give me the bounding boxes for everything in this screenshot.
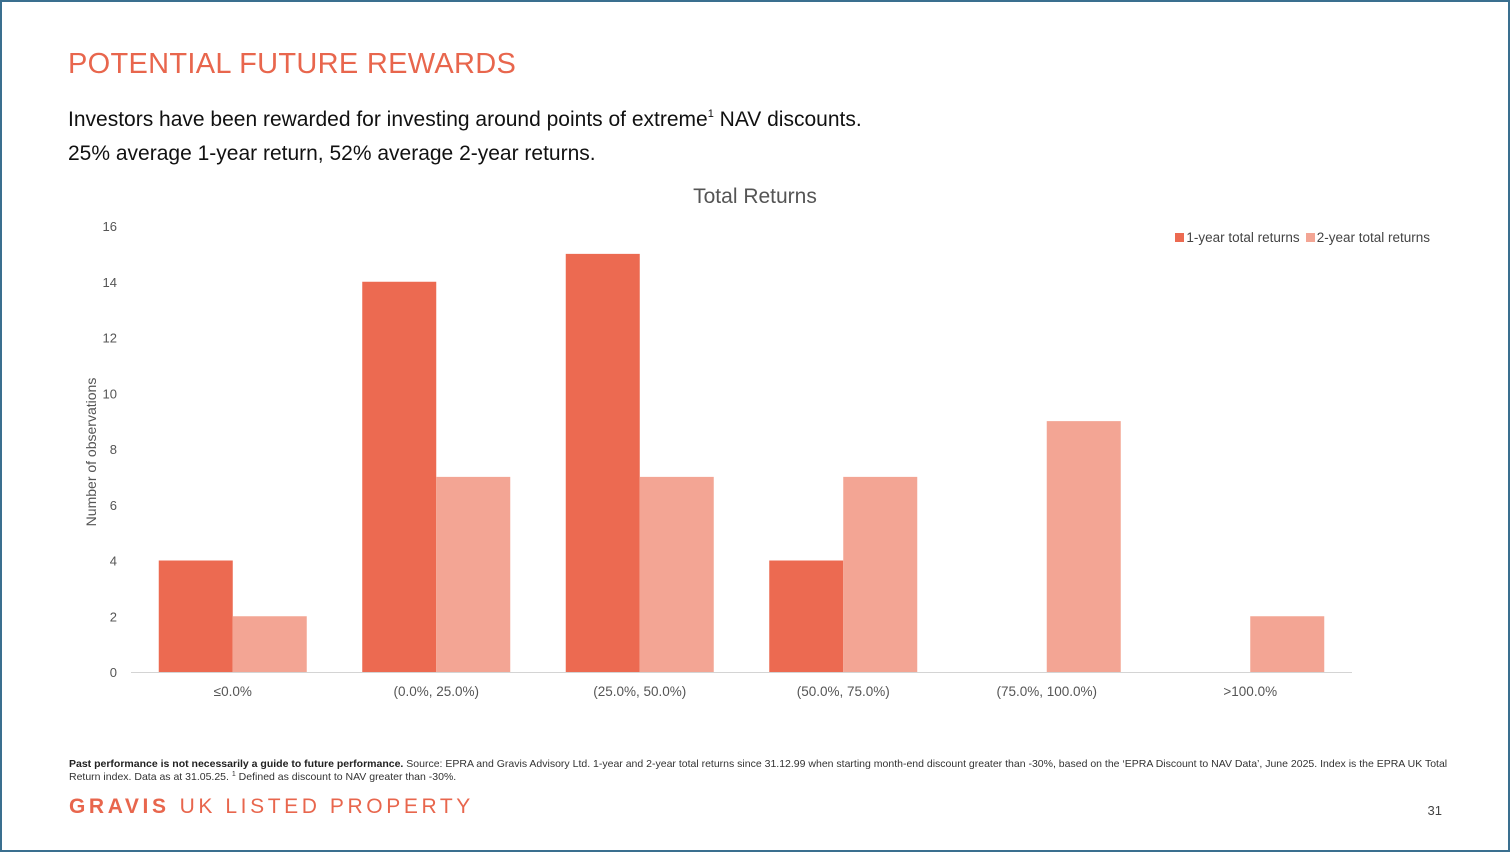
slide-subtitle: Investors have been rewarded for investi… bbox=[68, 103, 862, 171]
x-tick-label: (75.0%, 100.0%) bbox=[996, 684, 1097, 699]
x-tick-label: (25.0%, 50.0%) bbox=[593, 684, 686, 699]
bar-1-year bbox=[565, 253, 640, 672]
footnote-marker: 1 bbox=[231, 771, 236, 778]
chart-legend: 1-year total returns 2-year total return… bbox=[1175, 230, 1430, 245]
bar-1-year bbox=[769, 560, 844, 672]
y-tick-label: 0 bbox=[110, 665, 117, 680]
subtitle-line-2: 25% average 1-year return, 52% average 2… bbox=[68, 142, 596, 165]
subtitle-line-1-text: Investors have been rewarded for investi… bbox=[68, 108, 708, 131]
y-tick-label: 10 bbox=[103, 386, 117, 401]
subtitle-line-1: Investors have been rewarded for investi… bbox=[68, 103, 862, 137]
y-axis-title: Number of observations bbox=[83, 378, 99, 527]
y-tick-label: 16 bbox=[103, 219, 117, 234]
slide-title: POTENTIAL FUTURE REWARDS bbox=[68, 48, 517, 80]
legend-swatch-2-year bbox=[1305, 233, 1315, 242]
brand-tagline: UK LISTED PROPERTY bbox=[179, 795, 474, 818]
bar-1-year bbox=[158, 560, 233, 672]
source-footnote: Past performance is not necessarily a gu… bbox=[69, 758, 1449, 784]
y-tick-label: 6 bbox=[110, 498, 117, 513]
disclaimer-text: Past performance is not necessarily a gu… bbox=[69, 758, 404, 770]
x-tick-label: ≤0.0% bbox=[214, 684, 252, 699]
legend-item-1-year: 1-year total returns bbox=[1175, 230, 1300, 245]
y-tick-label: 14 bbox=[103, 275, 117, 290]
bar-2-year bbox=[1250, 616, 1325, 672]
bar-2-year bbox=[436, 476, 511, 672]
bar-2-year bbox=[232, 616, 307, 672]
y-tick-label: 4 bbox=[110, 554, 117, 569]
source-text: Source: EPRA and Gravis Advisory Ltd. 1-… bbox=[69, 758, 1448, 783]
bar-2-year bbox=[1046, 421, 1121, 672]
definition-text: Defined as discount to NAV greater than … bbox=[235, 771, 457, 783]
brand-logo: GRAVIS UK LISTED PROPERTY bbox=[69, 795, 474, 819]
page-number: 31 bbox=[1427, 803, 1442, 818]
y-tick-label: 2 bbox=[110, 609, 117, 624]
legend-item-2-year: 2-year total returns bbox=[1305, 230, 1430, 245]
x-tick-label: >100.0% bbox=[1223, 684, 1277, 699]
legend-label-2-year: 2-year total returns bbox=[1316, 230, 1430, 245]
legend-swatch-1-year bbox=[1175, 233, 1185, 242]
bar-2-year bbox=[639, 476, 714, 672]
x-tick-label: (50.0%, 75.0%) bbox=[797, 684, 890, 699]
brand-name: GRAVIS bbox=[69, 795, 170, 818]
y-tick-label: 12 bbox=[103, 331, 117, 346]
y-tick-label: 8 bbox=[110, 442, 117, 457]
bar-1-year bbox=[362, 281, 437, 672]
subtitle-line-1-end: NAV discounts. bbox=[713, 108, 862, 131]
bar-2-year bbox=[843, 476, 918, 672]
subtitle-footnote-marker: 1 bbox=[707, 108, 714, 120]
x-tick-label: (0.0%, 25.0%) bbox=[393, 684, 479, 699]
chart-title: Total Returns bbox=[693, 185, 817, 208]
legend-label-1-year: 1-year total returns bbox=[1186, 230, 1300, 245]
